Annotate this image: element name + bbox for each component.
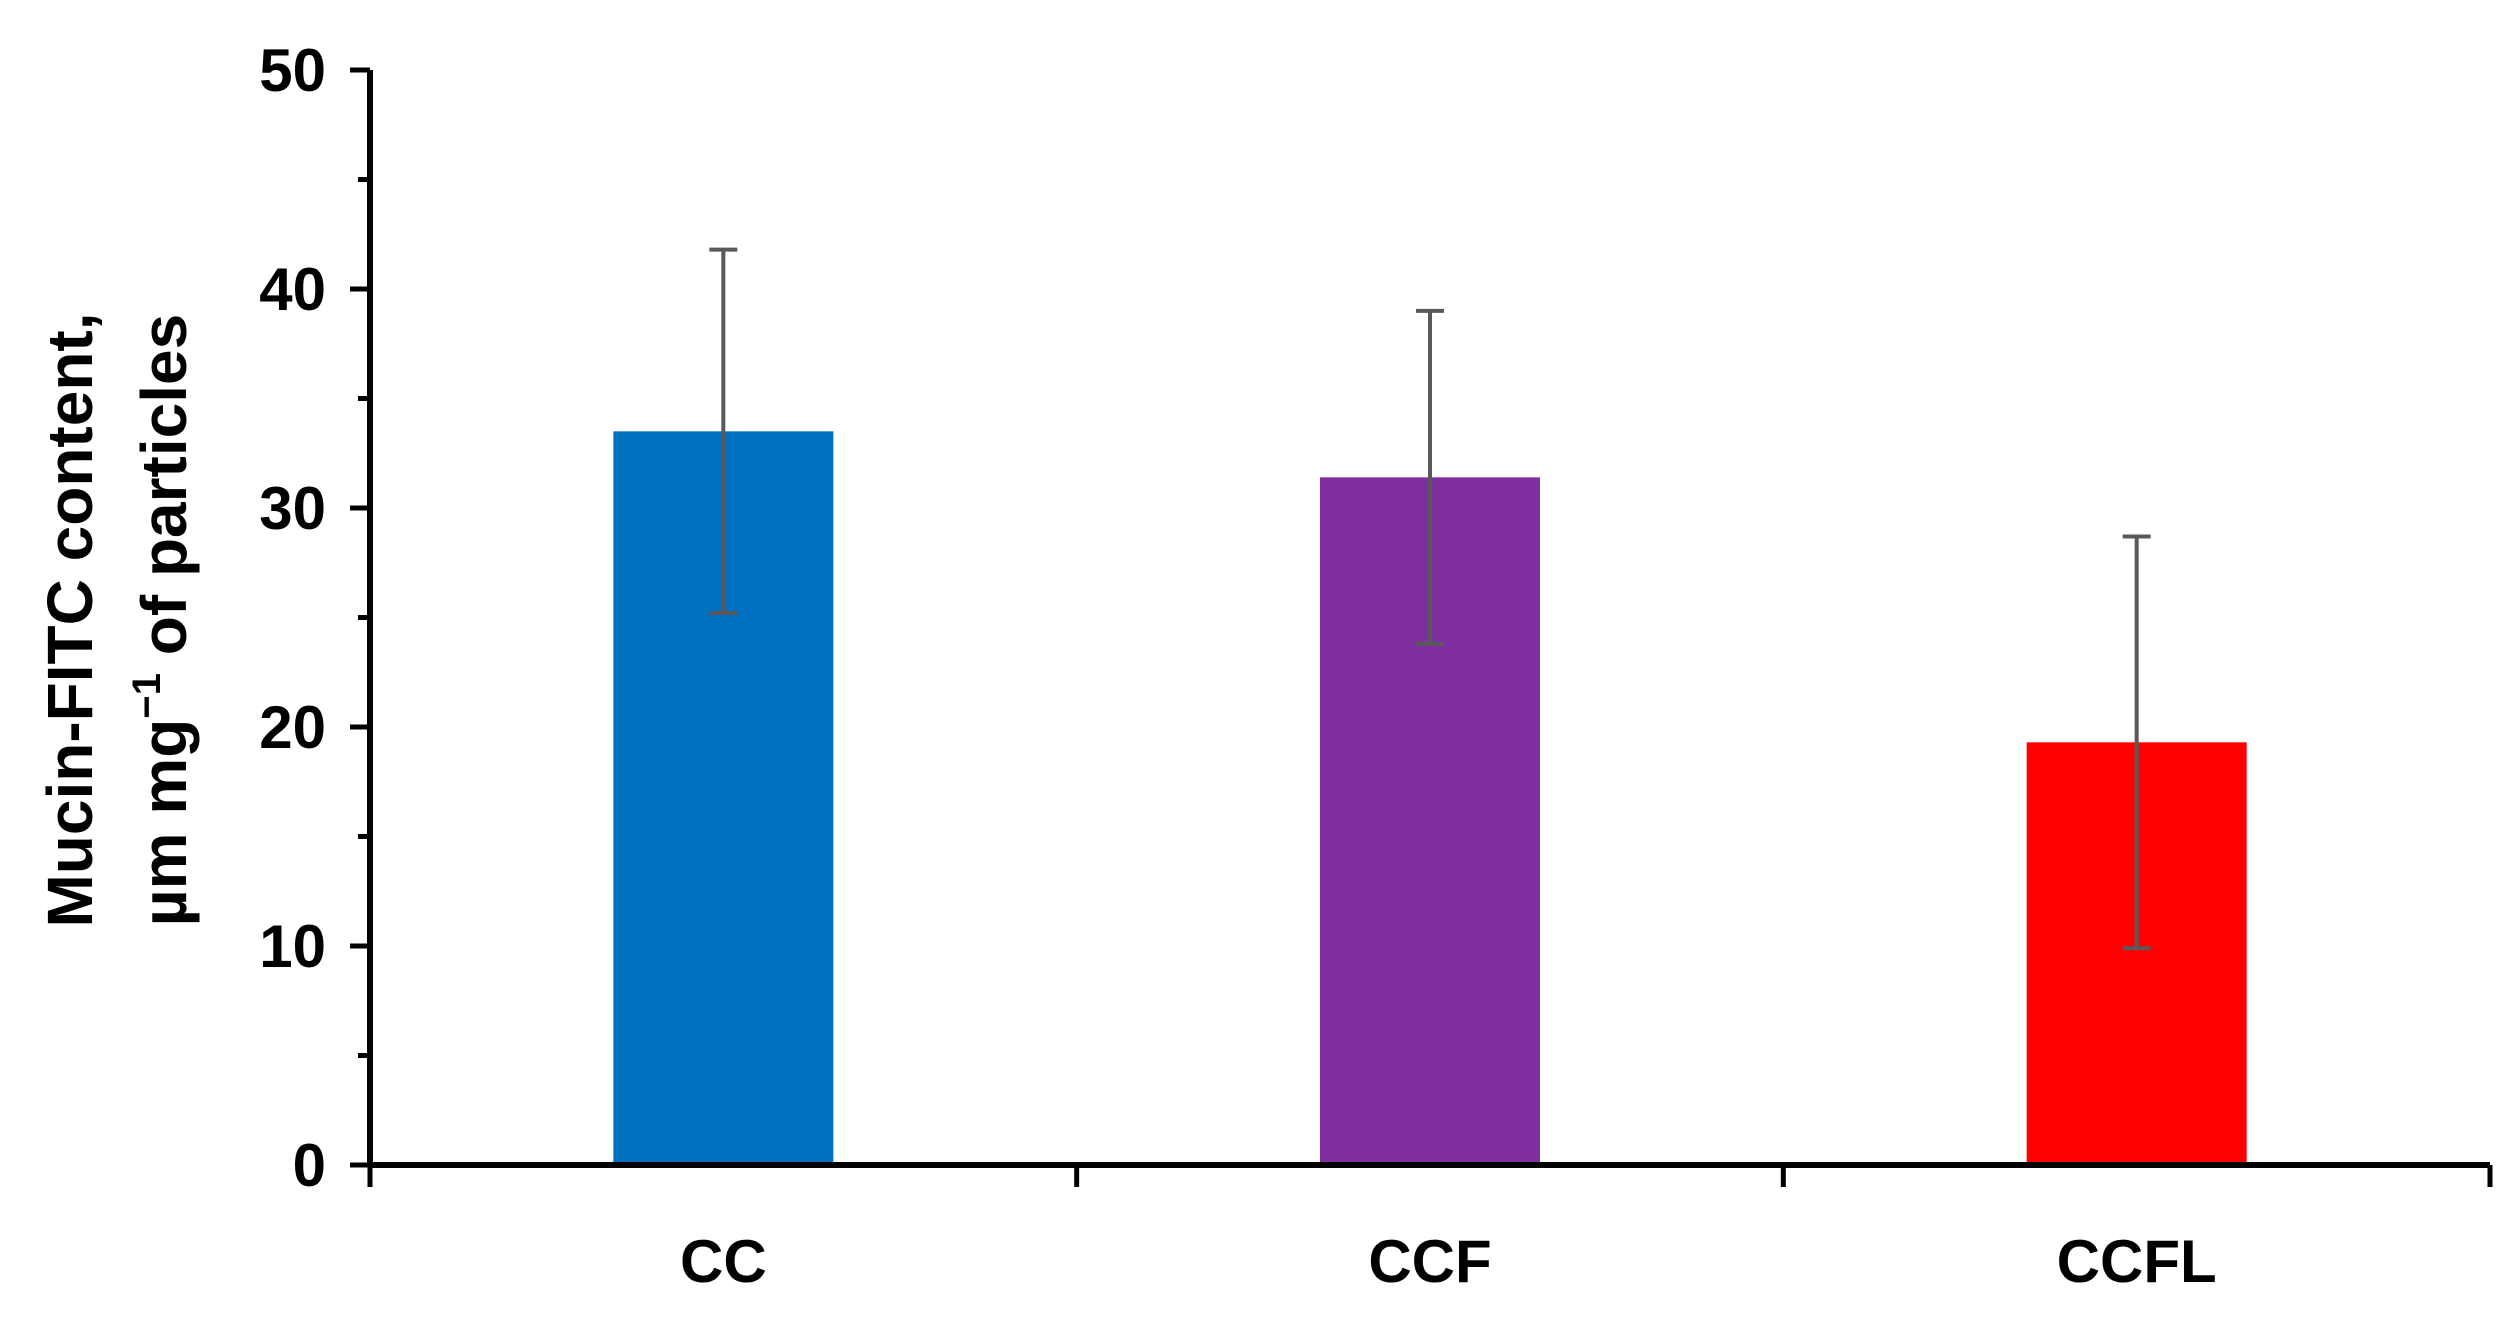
svg-text:Mucin-FITC content,: Mucin-FITC content, (34, 312, 106, 927)
y-tick-label: 30 (259, 475, 326, 542)
y-axis-title-line1: Mucin-FITC content, (34, 312, 106, 927)
x-ticks-layer: CC CCF CCFL (367, 1165, 2493, 1295)
x-tick-label-ccf: CCF (1368, 1228, 1491, 1295)
y-ticks-layer: 0 10 20 30 40 50 (259, 37, 370, 1199)
error-bar-ccf (1416, 308, 1444, 646)
y-axis-title-line2-post: of particles (128, 314, 200, 673)
y-axis-title: Mucin-FITC content, µm mg−1 of particles (34, 312, 200, 927)
error-bar-cc (709, 247, 738, 616)
x-tick-label-cc: CC (680, 1228, 767, 1295)
y-tick-label: 10 (259, 913, 326, 980)
y-tick-label: 20 (259, 694, 326, 761)
error-bar-ccfl (2122, 534, 2151, 951)
y-tick-label: 0 (293, 1132, 326, 1199)
error-bars-layer (709, 247, 2151, 951)
y-tick-label: 50 (259, 37, 326, 104)
x-tick-label-ccfl: CCFL (2057, 1228, 2217, 1295)
y-axis-title-line2-pre: µm mg (128, 719, 200, 927)
y-axis-title-superscript: −1 (125, 673, 169, 719)
svg-text:µm mg−1 of particles: µm mg−1 of particles (125, 314, 200, 926)
y-tick-label: 40 (259, 256, 326, 323)
